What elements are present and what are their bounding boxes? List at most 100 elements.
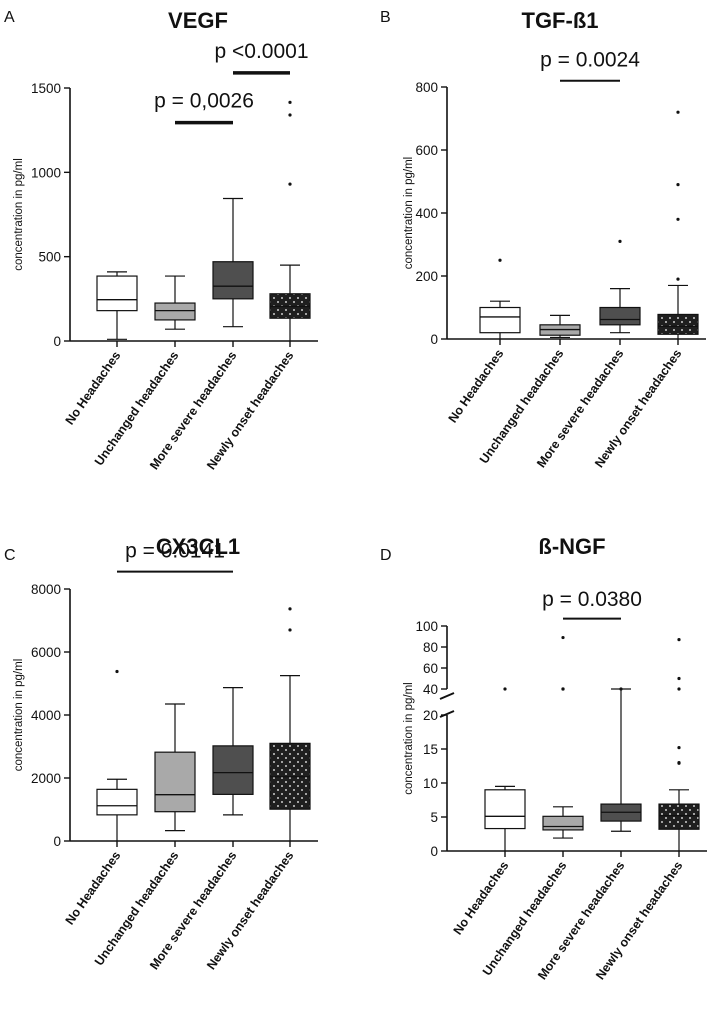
box-plot: [154, 275, 196, 330]
chart-title: TGF-ß1: [522, 8, 599, 33]
x-category-label: No Headaches: [451, 859, 512, 938]
y-tick-label: 60: [423, 661, 438, 676]
outlier-point: [288, 100, 292, 104]
outlier-point: [288, 182, 292, 186]
chart-title: VEGF: [168, 8, 228, 33]
outlier-point: [115, 669, 119, 674]
box-iqr: [484, 789, 526, 830]
box-iqr: [479, 306, 521, 334]
box-plot: [96, 669, 138, 841]
p-value-label: p <0.0001: [214, 40, 308, 63]
y-tick-label: 8000: [31, 582, 61, 597]
box-plot: [269, 100, 311, 341]
outlier-point: [618, 239, 622, 243]
p-value-label: p = 0.0380: [542, 588, 642, 611]
box-plot: [599, 239, 641, 334]
y-axis-label: concentration in pg/ml: [13, 659, 25, 772]
outlier-point: [676, 110, 680, 114]
y-tick-label: 2000: [31, 771, 61, 786]
y-tick-label: 500: [38, 250, 61, 265]
y-tick-label: 10: [423, 776, 438, 791]
y-tick-label: 600: [415, 143, 438, 158]
y-tick-label: 100: [415, 619, 438, 634]
outlier-point: [677, 638, 681, 642]
y-tick-label: 5: [430, 810, 438, 825]
outlier-point: [288, 628, 292, 632]
panel-letter: C: [4, 547, 16, 564]
chart-title: CX3CL1: [156, 534, 240, 559]
box-plot: [96, 271, 138, 340]
y-tick-label: 20: [423, 708, 438, 723]
y-tick-label: 15: [423, 742, 438, 757]
y-axis-label: concentration in pg/ml: [403, 682, 415, 795]
panel-tgf-b1: TGF-ß1 B 0 200 400 600 800 concentration in pg/…: [380, 8, 706, 470]
y-tick-label: 800: [415, 80, 438, 95]
y-axis-label: concentration in pg/ml: [403, 157, 415, 270]
outlier-point: [288, 607, 292, 611]
panel-vegf: VEGF A 0 500 1000 1500 concentration in pg/ml N…: [4, 8, 318, 472]
outlier-point: [498, 258, 502, 262]
box-iqr: [212, 745, 254, 795]
x-category-label: No Headaches: [446, 347, 507, 426]
box-plot: [212, 197, 254, 328]
panel-letter: B: [380, 9, 391, 26]
box-iqr: [657, 313, 699, 335]
y-tick-label: 0: [53, 334, 61, 349]
outlier-point: [619, 687, 623, 691]
box-plot: [212, 686, 254, 816]
outlier-point: [676, 183, 680, 187]
y-axis-label: concentration in pg/ml: [13, 158, 25, 271]
box-plot: [154, 703, 196, 832]
outlier-point: [677, 687, 681, 691]
x-category-label: No Headaches: [63, 349, 124, 428]
box-plot: [542, 635, 584, 839]
panel-letter: A: [4, 9, 15, 26]
box-plot: [484, 687, 526, 851]
box-plot: [269, 607, 311, 841]
outlier-point: [677, 761, 681, 765]
y-tick-label: 1000: [31, 165, 61, 180]
outlier-point: [677, 746, 681, 750]
outlier-point: [676, 217, 680, 221]
p-value-label: p = 0.0024: [540, 49, 640, 72]
outlier-point: [561, 687, 565, 691]
y-tick-label: 1500: [31, 81, 61, 96]
axis-break-mark: [439, 710, 455, 718]
box-plot: [600, 687, 642, 832]
box-iqr: [658, 803, 700, 830]
outlier-point: [561, 635, 565, 640]
box-iqr: [96, 788, 138, 816]
panel-cx3cl1: CX3CL1 C 0 2000 4000 6000 8000 concentration in…: [4, 534, 318, 972]
y-tick-label: 400: [415, 206, 438, 221]
box-iqr: [96, 275, 138, 312]
y-tick-label: 80: [423, 640, 438, 655]
y-tick-label: 4000: [31, 708, 61, 723]
box-plot: [479, 258, 521, 339]
box-iqr: [212, 261, 254, 300]
outlier-point: [676, 277, 680, 281]
box-plot: [658, 638, 700, 851]
y-tick-label: 0: [53, 834, 61, 849]
y-tick-label: 6000: [31, 645, 61, 660]
outlier-point: [288, 113, 292, 117]
y-tick-label: 200: [415, 269, 438, 284]
panel-letter: D: [380, 547, 392, 564]
p-value-label: p = 0,0026: [154, 90, 254, 113]
outlier-point: [503, 687, 507, 691]
box-plot: [657, 110, 699, 339]
box-iqr: [599, 306, 641, 326]
x-category-label: No Headaches: [63, 849, 124, 928]
box-iqr: [542, 815, 584, 831]
box-iqr: [154, 302, 196, 321]
axis-break-mark: [439, 692, 455, 700]
box-iqr: [154, 751, 196, 813]
p-value-label: p = 0.0141: [125, 540, 225, 563]
panel-b-ngf: ß-NGF D 0 5 10 15 20 40 60 80 100 concentration in …: [380, 534, 707, 982]
y-tick-label: 0: [430, 844, 438, 859]
y-tick-label: 0: [430, 332, 438, 347]
box-plot: [539, 314, 581, 339]
chart-title: ß-NGF: [538, 534, 605, 559]
outlier-point: [677, 676, 681, 681]
y-tick-label: 40: [423, 682, 438, 697]
